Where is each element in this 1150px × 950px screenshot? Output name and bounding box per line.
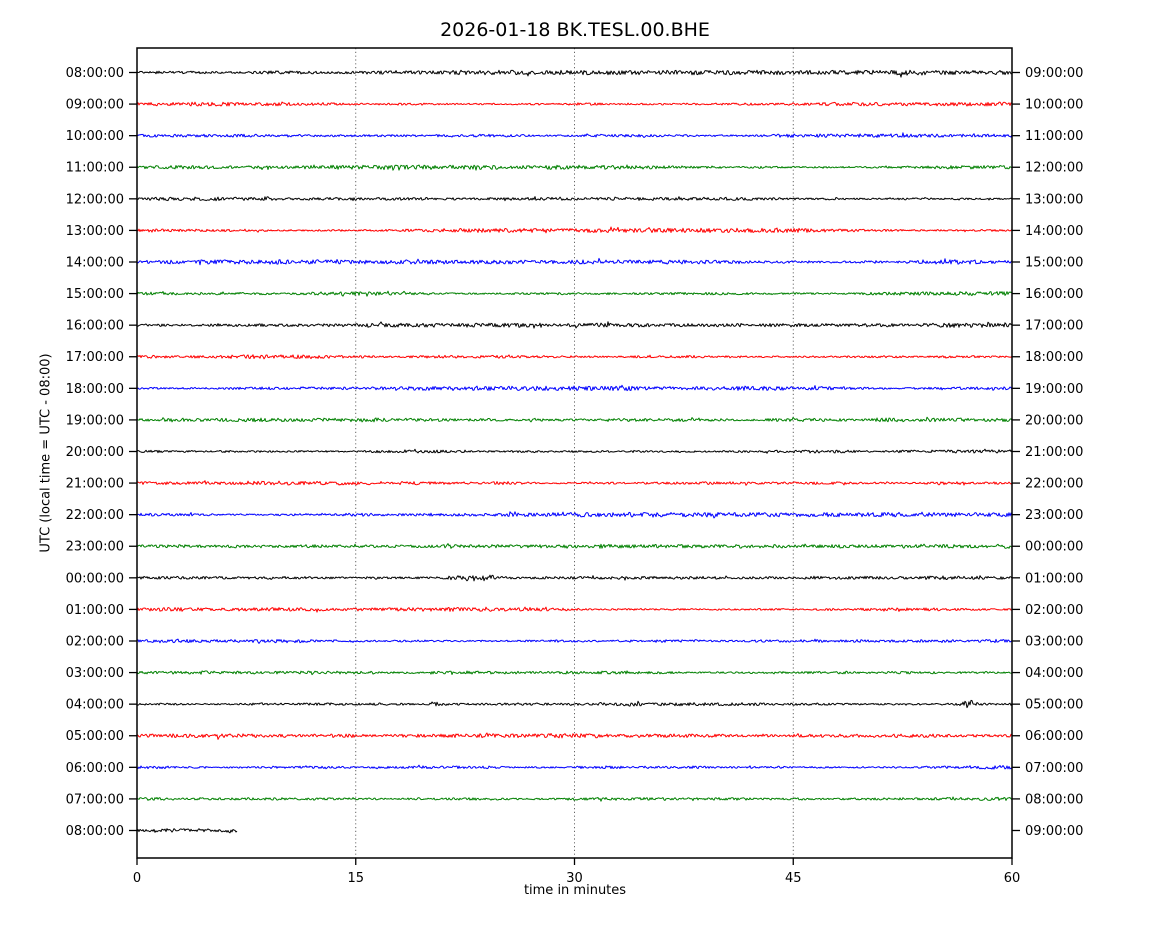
- trace-row-5: [136, 226, 1013, 234]
- right-time-label: 02:00:00: [1025, 603, 1083, 618]
- right-time-label: 16:00:00: [1025, 287, 1083, 302]
- x-tick-label: 15: [347, 871, 364, 886]
- left-time-label: 09:00:00: [66, 98, 124, 113]
- x-tick-label: 0: [133, 871, 141, 886]
- left-time-label: 03:00:00: [66, 666, 124, 681]
- right-time-label: 10:00:00: [1025, 98, 1083, 113]
- trace-row-24: [136, 828, 238, 834]
- left-time-label: 14:00:00: [66, 255, 124, 270]
- trace-row-0: [136, 69, 1013, 78]
- left-time-label: 13:00:00: [66, 224, 124, 239]
- right-time-label: 08:00:00: [1025, 792, 1083, 807]
- left-time-label: 11:00:00: [66, 161, 124, 176]
- right-time-label: 05:00:00: [1025, 698, 1083, 713]
- left-time-label: 08:00:00: [66, 824, 124, 839]
- x-tick-label: 30: [566, 871, 583, 886]
- trace-row-7: [136, 290, 1013, 297]
- trace-row-20: [136, 699, 1013, 709]
- trace-row-11: [136, 416, 1013, 423]
- trace-row-12: [136, 448, 1013, 454]
- right-time-label: 12:00:00: [1025, 161, 1083, 176]
- trace-row-21: [136, 732, 1013, 740]
- trace-row-10: [136, 384, 1013, 392]
- trace-row-13: [136, 480, 1013, 486]
- left-time-label: 21:00:00: [66, 477, 124, 492]
- left-time-label: 08:00:00: [66, 66, 124, 81]
- left-time-label: 18:00:00: [66, 382, 124, 397]
- left-time-label: 16:00:00: [66, 319, 124, 334]
- left-time-label: 00:00:00: [66, 571, 124, 586]
- trace-row-17: [136, 606, 1013, 613]
- right-time-label: 19:00:00: [1025, 382, 1083, 397]
- right-time-label: 11:00:00: [1025, 129, 1083, 144]
- right-time-label: 01:00:00: [1025, 571, 1083, 586]
- trace-row-3: [136, 164, 1012, 171]
- trace-row-15: [136, 543, 1013, 549]
- trace-row-14: [136, 511, 1013, 519]
- right-time-label: 04:00:00: [1025, 666, 1083, 681]
- trace-row-6: [136, 257, 1013, 266]
- trace-row-23: [136, 796, 1013, 802]
- left-time-label: 05:00:00: [66, 729, 124, 744]
- right-time-label: 06:00:00: [1025, 729, 1083, 744]
- trace-row-16: [136, 574, 1013, 582]
- trace-row-8: [136, 321, 1013, 329]
- trace-row-9: [136, 354, 1013, 360]
- left-time-label: 17:00:00: [66, 350, 124, 365]
- right-time-label: 22:00:00: [1025, 477, 1083, 492]
- trace-row-1: [136, 101, 1013, 107]
- right-time-label: 00:00:00: [1025, 540, 1083, 555]
- right-time-label: 18:00:00: [1025, 350, 1083, 365]
- trace-row-18: [136, 638, 1013, 644]
- right-time-label: 17:00:00: [1025, 319, 1083, 334]
- right-time-label: 09:00:00: [1025, 824, 1083, 839]
- left-time-label: 10:00:00: [66, 129, 124, 144]
- trace-row-4: [136, 196, 1013, 202]
- left-time-label: 01:00:00: [66, 603, 124, 618]
- trace-row-22: [136, 764, 1013, 770]
- right-time-label: 23:00:00: [1025, 508, 1083, 523]
- trace-row-2: [136, 132, 1013, 138]
- left-time-label: 23:00:00: [66, 540, 124, 555]
- left-time-label: 02:00:00: [66, 634, 124, 649]
- x-axis-label: time in minutes: [523, 883, 627, 898]
- left-time-label: 07:00:00: [66, 792, 124, 807]
- right-time-label: 15:00:00: [1025, 255, 1083, 270]
- x-tick-label: 60: [1004, 871, 1021, 886]
- right-time-label: 09:00:00: [1025, 66, 1083, 81]
- right-time-label: 07:00:00: [1025, 761, 1083, 776]
- left-time-label: 12:00:00: [66, 192, 124, 207]
- left-time-label: 19:00:00: [66, 413, 124, 428]
- right-time-label: 20:00:00: [1025, 413, 1083, 428]
- chart-title: 2026-01-18 BK.TESL.00.BHE: [440, 19, 710, 41]
- left-time-label: 15:00:00: [66, 287, 124, 302]
- left-time-label: 22:00:00: [66, 508, 124, 523]
- right-time-label: 03:00:00: [1025, 634, 1083, 649]
- x-tick-label: 45: [785, 871, 802, 886]
- right-time-label: 14:00:00: [1025, 224, 1083, 239]
- right-time-label: 13:00:00: [1025, 192, 1083, 207]
- left-time-label: 06:00:00: [66, 761, 124, 776]
- right-time-label: 21:00:00: [1025, 445, 1083, 460]
- trace-row-19: [136, 670, 1013, 676]
- left-time-label: 20:00:00: [66, 445, 124, 460]
- left-time-label: 04:00:00: [66, 698, 124, 713]
